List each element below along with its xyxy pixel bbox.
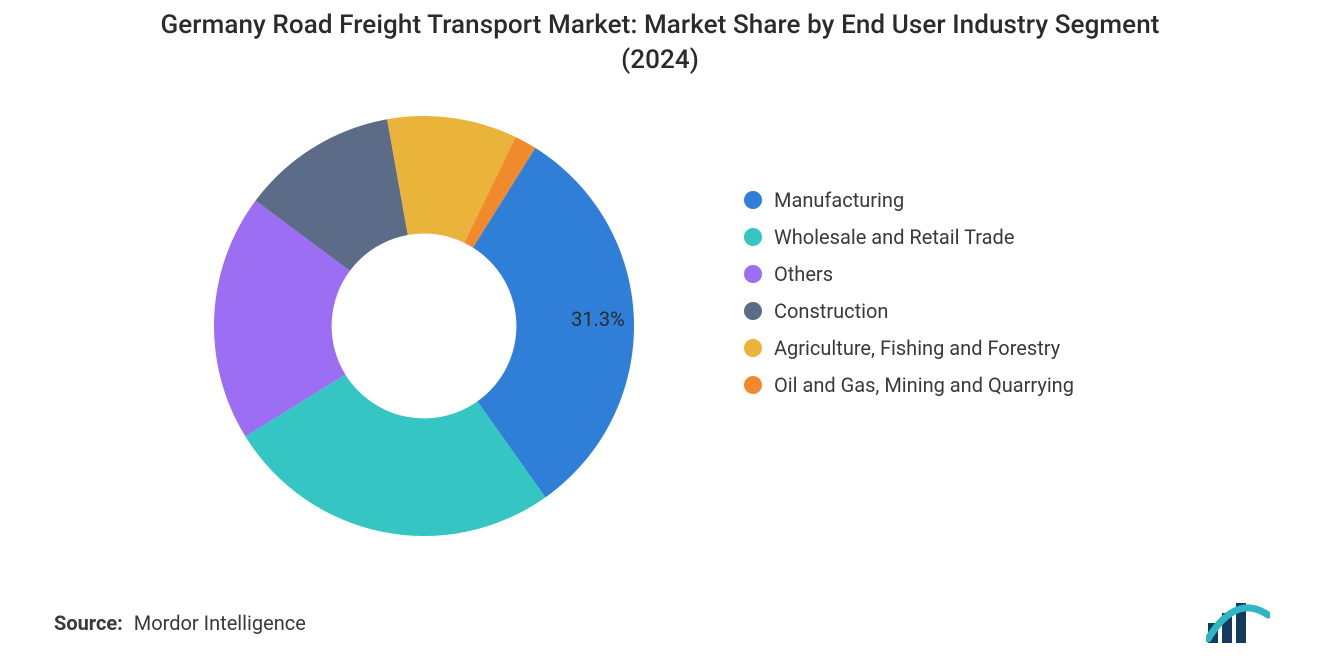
legend-swatch (744, 228, 762, 246)
legend-swatch (744, 265, 762, 283)
legend-item: Oil and Gas, Mining and Quarrying (744, 371, 1144, 400)
chart-card: Germany Road Freight Transport Market: M… (24, 6, 1296, 659)
legend-label: Manufacturing (774, 186, 1144, 215)
legend-swatch (744, 339, 762, 357)
legend-item: Manufacturing (744, 186, 1144, 215)
legend-item: Agriculture, Fishing and Forestry (744, 334, 1144, 363)
legend-item: Construction (744, 297, 1144, 326)
legend-label: Wholesale and Retail Trade (774, 223, 1144, 252)
legend-label: Oil and Gas, Mining and Quarrying (774, 371, 1144, 400)
legend-swatch (744, 302, 762, 320)
legend: Manufacturing Wholesale and Retail Trade O… (744, 186, 1144, 408)
legend-label: Construction (774, 297, 1144, 326)
legend-swatch (744, 376, 762, 394)
source-text: Mordor Intelligence (134, 611, 306, 635)
brand-logo (1206, 599, 1270, 645)
legend-item: Wholesale and Retail Trade (744, 223, 1144, 252)
legend-label: Others (774, 260, 1144, 289)
source-prefix: Source: (54, 611, 123, 635)
legend-label: Agriculture, Fishing and Forestry (774, 334, 1144, 363)
source-line: Source: Mordor Intelligence (54, 611, 306, 635)
slice-pct-label: 31.3% (571, 307, 625, 331)
legend-item: Others (744, 260, 1144, 289)
chart-title: Germany Road Freight Transport Market: M… (24, 8, 1296, 78)
legend-swatch (744, 191, 762, 209)
donut-chart: 31.3% (214, 116, 634, 536)
